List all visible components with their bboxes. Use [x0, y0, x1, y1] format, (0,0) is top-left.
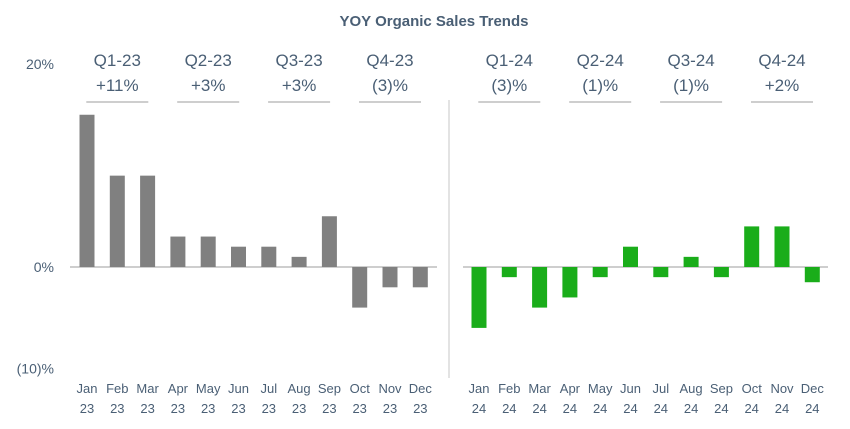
- bar-dec-23: [412, 267, 428, 288]
- x-tick-month: Aug: [680, 381, 703, 396]
- bar-aug-23: [291, 256, 307, 267]
- x-tick-year: 23: [413, 401, 427, 416]
- x-tick-year: 24: [775, 401, 789, 416]
- x-tick-month: Jun: [620, 381, 641, 396]
- x-tick-year: 24: [563, 401, 577, 416]
- x-tick-year: 24: [593, 401, 607, 416]
- x-tick-month: Jan: [469, 381, 490, 396]
- bar-mar-24: [532, 267, 548, 308]
- x-tick-year: 24: [714, 401, 728, 416]
- y-tick-label: 20%: [26, 56, 54, 72]
- x-tick-month: Mar: [136, 381, 159, 396]
- x-tick-month: Sep: [710, 381, 733, 396]
- x-tick-year: 23: [171, 401, 185, 416]
- quarter-name: Q1-24: [486, 51, 533, 70]
- x-tick-year: 24: [805, 401, 819, 416]
- bar-feb-23: [109, 175, 125, 267]
- x-tick-month: Sep: [318, 381, 341, 396]
- bar-dec-24: [804, 267, 820, 283]
- y-axis: 20% 0% (10)%: [17, 56, 54, 377]
- x-tick-year: 23: [383, 401, 397, 416]
- x-tick-month: Nov: [770, 381, 794, 396]
- x-tick-year: 24: [502, 401, 516, 416]
- x-tick-year: 24: [623, 401, 637, 416]
- x-tick-month: Jan: [77, 381, 98, 396]
- quarter-name: Q2-24: [577, 51, 624, 70]
- bar-mar-23: [140, 175, 156, 267]
- bar-jul-24: [653, 267, 669, 278]
- bar-nov-23: [382, 267, 398, 288]
- x-tick-month: Feb: [498, 381, 520, 396]
- quarter-headers: Q1-23 +11% Q2-23 +3% Q3-23 +3% Q4-23 (3)% Q1-24 (…: [86, 51, 813, 103]
- bar-may-24: [592, 267, 608, 278]
- quarter-value: (1)%: [582, 76, 618, 95]
- quarter-name: Q3-24: [667, 51, 714, 70]
- x-tick-month: May: [196, 381, 221, 396]
- x-tick-year: 23: [201, 401, 215, 416]
- x-tick-month: Dec: [801, 381, 825, 396]
- x-tick-month: Apr: [168, 381, 189, 396]
- quarter-name: Q4-23: [366, 51, 413, 70]
- x-tick-year: 23: [292, 401, 306, 416]
- bar-aug-24: [683, 256, 699, 267]
- x-tick-year: 23: [352, 401, 366, 416]
- bar-nov-24: [774, 226, 790, 267]
- quarter-name: Q4-24: [758, 51, 805, 70]
- bar-jun-23: [231, 246, 246, 267]
- quarter-name: Q1-23: [94, 51, 141, 70]
- bar-jan-23: [79, 114, 95, 267]
- y-tick-label: (10)%: [17, 361, 54, 377]
- x-tick-year: 24: [532, 401, 546, 416]
- x-tick-month: Feb: [106, 381, 128, 396]
- x-tick-month: Oct: [742, 381, 763, 396]
- quarter-value: (3)%: [491, 76, 527, 95]
- y-tick-label: 0%: [34, 259, 54, 275]
- bar-apr-24: [562, 267, 578, 298]
- x-tick-month: Mar: [528, 381, 551, 396]
- x-tick-month: Aug: [288, 381, 311, 396]
- quarter-name: Q3-23: [275, 51, 322, 70]
- chart-title: YOY Organic Sales Trends: [340, 13, 529, 30]
- quarter-value: +3%: [191, 76, 226, 95]
- x-tick-month: Jun: [228, 381, 249, 396]
- x-tick-year: 23: [80, 401, 94, 416]
- bar-may-23: [200, 236, 216, 267]
- bar-sep-23: [321, 216, 337, 267]
- quarter-value: (3)%: [372, 76, 408, 95]
- bars: [79, 114, 820, 328]
- x-tick-month: Oct: [350, 381, 371, 396]
- x-tick-year: 23: [231, 401, 245, 416]
- x-tick-year: 23: [140, 401, 154, 416]
- bar-jul-23: [261, 246, 277, 267]
- quarter-value: +3%: [282, 76, 317, 95]
- x-tick-month: Jul: [652, 381, 669, 396]
- quarter-value: (1)%: [673, 76, 709, 95]
- bar-sep-24: [713, 267, 729, 278]
- quarter-value: +2%: [765, 76, 800, 95]
- bar-oct-24: [744, 226, 760, 267]
- bar-apr-23: [170, 236, 186, 267]
- x-tick-month: Nov: [378, 381, 402, 396]
- x-tick-year: 23: [322, 401, 336, 416]
- bar-feb-24: [501, 267, 517, 278]
- x-tick-month: Jul: [260, 381, 277, 396]
- x-tick-month: Apr: [560, 381, 581, 396]
- quarter-value: +11%: [96, 76, 139, 95]
- bar-oct-23: [352, 267, 368, 308]
- x-tick-month: May: [588, 381, 613, 396]
- x-tick-year: 24: [744, 401, 758, 416]
- x-tick-year: 24: [654, 401, 668, 416]
- x-tick-year: 23: [262, 401, 276, 416]
- x-axis: Jan 23 Feb 23 Mar 23 Apr 23 May 23 Jun 23 Jul 23 Aug 23…: [77, 381, 825, 416]
- x-tick-year: 24: [472, 401, 486, 416]
- bar-jan-24: [471, 267, 487, 328]
- x-tick-year: 23: [110, 401, 124, 416]
- x-tick-month: Dec: [409, 381, 433, 396]
- quarter-name: Q2-23: [185, 51, 232, 70]
- x-tick-year: 24: [684, 401, 698, 416]
- bar-jun-24: [623, 246, 638, 267]
